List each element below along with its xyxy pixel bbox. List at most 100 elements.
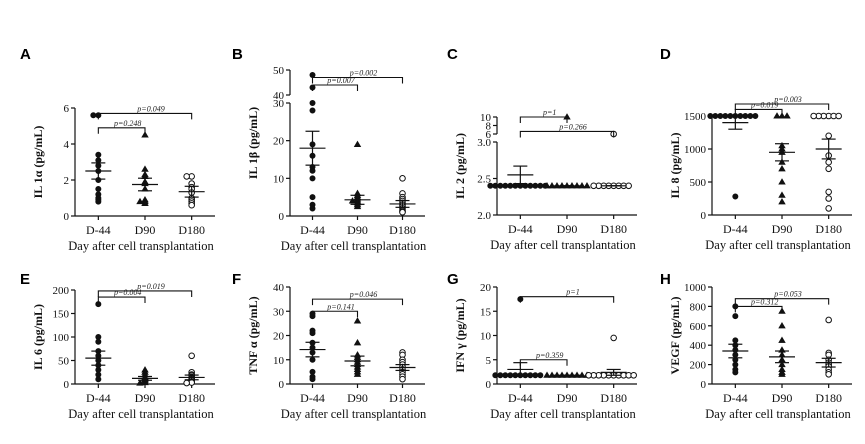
significance-bracket — [311, 298, 404, 306]
significance-bracket — [97, 296, 146, 304]
data-point — [507, 182, 514, 189]
data-point — [353, 338, 362, 346]
y-tick-label: 3.0 — [477, 137, 491, 149]
y-tick-label: 50 — [273, 65, 285, 77]
data-point — [512, 372, 519, 379]
data-point — [353, 202, 362, 210]
data-point — [732, 193, 739, 200]
x-axis-label: Day after cell transplantation — [68, 407, 214, 421]
data-point — [141, 165, 149, 172]
y-axis-label: IL 2 (pg/mL) — [453, 133, 467, 199]
y-axis-label: VEGF (pg/mL) — [668, 297, 682, 375]
significance-bracket — [734, 305, 783, 313]
panel-a: A 0 2 4 6 D-44 D90 D180 Day after cell transplan… — [20, 46, 215, 253]
data-point — [825, 316, 832, 324]
data-point — [95, 376, 102, 383]
data-point — [825, 371, 832, 378]
y-tick-label: 20 — [273, 136, 285, 148]
y-tick-label: 800 — [690, 301, 707, 313]
y-tick-label: 10 — [480, 112, 492, 124]
data-point — [742, 113, 749, 120]
x-axis-label: Day after cell transplantation — [68, 239, 214, 253]
data-point — [522, 372, 529, 379]
x-tick-label: D90 — [135, 223, 156, 237]
x-tick-label: D90 — [557, 391, 578, 405]
panel-letter: D — [660, 46, 671, 63]
data-point — [778, 191, 786, 198]
x-tick-label: D180 — [815, 222, 842, 236]
data-point — [309, 175, 316, 182]
x-tick-label: D180 — [815, 391, 842, 405]
x-tick-label: D180 — [600, 222, 627, 236]
x-tick-label: D90 — [557, 222, 578, 236]
y-tick-label: 10 — [273, 173, 285, 185]
y-tick-label: 30 — [273, 306, 285, 318]
y-tick-label: 0 — [701, 210, 707, 222]
data-point — [578, 182, 586, 189]
data-point — [778, 112, 786, 119]
y-tick-label: 2.5 — [477, 174, 491, 186]
panel-e: E 0 50 100 150 200 D-44 D90 D180 Day after cell t… — [20, 271, 215, 421]
data-point — [353, 140, 362, 147]
data-point — [825, 188, 832, 196]
x-axis-label: Day after cell transplantation — [705, 407, 851, 421]
significance-bracket — [519, 359, 568, 366]
y-tick-label: 30 — [273, 98, 285, 110]
data-point — [95, 151, 102, 158]
y-tick-label: 20 — [480, 282, 492, 294]
data-point — [783, 112, 791, 119]
x-tick-label: D-44 — [723, 391, 748, 405]
data-point — [543, 371, 551, 378]
y-tick-label: 8 — [486, 121, 492, 133]
data-point — [532, 372, 539, 379]
x-tick-label: D-44 — [508, 391, 533, 405]
y-tick-label: 4 — [64, 139, 70, 151]
data-point — [707, 113, 714, 120]
data-point — [778, 336, 786, 343]
significance-bracket — [519, 296, 615, 303]
panel-letter: H — [660, 271, 671, 288]
panel-d: D 0 500 1000 1500 D-44 D90 D180 Day after cell t… — [660, 46, 852, 252]
data-point — [141, 199, 149, 206]
p-value-label: p=0.266 — [558, 122, 586, 131]
x-tick-label: D180 — [178, 223, 205, 237]
x-tick-label: D180 — [178, 391, 205, 405]
data-point — [825, 205, 832, 212]
data-point — [583, 182, 591, 189]
data-point — [527, 182, 534, 189]
data-point — [717, 113, 724, 120]
y-tick-label: 200 — [53, 285, 70, 297]
data-point — [95, 185, 102, 192]
significance-bracket — [519, 130, 615, 138]
data-point — [141, 131, 149, 138]
data-point — [399, 208, 406, 216]
data-point — [625, 182, 632, 190]
data-point — [309, 167, 316, 174]
x-axis-label: Day after cell transplantation — [705, 238, 851, 252]
panel-f: F 0 10 20 30 40 D-44 D90 D180 Day after cell tran… — [232, 271, 427, 421]
y-tick-label: 40 — [273, 282, 285, 294]
x-axis-label: Day after cell transplantation — [490, 407, 636, 421]
y-tick-label: 0 — [701, 379, 707, 391]
x-tick-label: D90 — [135, 391, 156, 405]
y-tick-label: 1000 — [684, 282, 707, 294]
y-tick-label: 600 — [690, 321, 707, 333]
p-value-label: p=1 — [542, 108, 556, 117]
p-value-label: p=0.007 — [326, 76, 355, 85]
p-value-label: p=0.002 — [349, 69, 377, 78]
panel-letter: G — [447, 271, 459, 288]
significance-bracket — [97, 290, 193, 297]
data-point — [732, 337, 739, 344]
y-tick-label: 2 — [64, 175, 70, 187]
data-point — [537, 372, 544, 379]
data-point — [537, 182, 544, 189]
data-point — [548, 371, 556, 378]
y-axis-label: IL 1β (pg/mL) — [246, 107, 260, 179]
p-value-label: p=0.248 — [113, 119, 141, 128]
data-point — [188, 352, 195, 360]
data-point — [183, 173, 190, 180]
data-point — [309, 376, 316, 383]
y-tick-label: 10 — [273, 355, 285, 367]
x-axis-label: Day after cell transplantation — [281, 407, 427, 421]
